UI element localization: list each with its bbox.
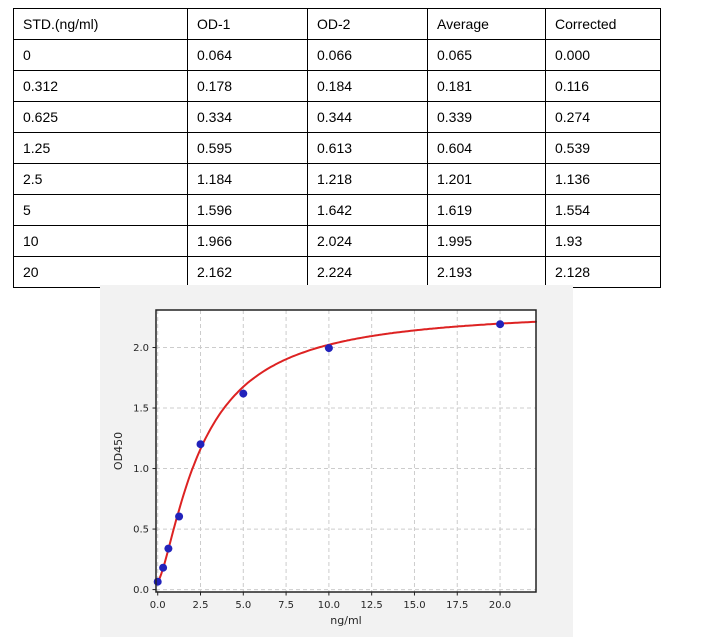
- table-cell: 0.595: [187, 132, 308, 164]
- table-cell: 1.596: [187, 194, 308, 226]
- table-cell: 0.184: [307, 70, 428, 102]
- x-tick-label: 7.5: [278, 600, 294, 611]
- column-header: Corrected: [545, 8, 661, 40]
- y-tick-label: 0.5: [133, 525, 149, 536]
- table-cell: 20: [13, 256, 188, 288]
- table-cell: 0.116: [545, 70, 661, 102]
- table-cell: 0.000: [545, 39, 661, 71]
- table-cell: 1.201: [427, 163, 546, 195]
- table-cell: 1.619: [427, 194, 546, 226]
- table-cell: 0.339: [427, 101, 546, 133]
- x-tick-label: 0.0: [150, 600, 166, 611]
- table-cell: 1.184: [187, 163, 308, 195]
- x-tick-label: 12.5: [361, 600, 383, 611]
- table-cell: 1.966: [187, 225, 308, 257]
- data-point: [153, 577, 162, 586]
- table-row: 10 1.966 2.024 1.995 1.93: [13, 225, 661, 257]
- table-cell: 5: [13, 194, 188, 226]
- x-tick-label: 15.0: [403, 600, 425, 611]
- table-cell: 2.224: [307, 256, 428, 288]
- table-row: 20 2.162 2.224 2.193 2.128: [13, 256, 661, 288]
- y-tick-label: 1.5: [133, 404, 149, 415]
- table-cell: 0: [13, 39, 188, 71]
- data-point: [159, 563, 168, 572]
- table-cell: 2.162: [187, 256, 308, 288]
- data-point: [164, 544, 173, 553]
- x-tick-label: 10.0: [318, 600, 340, 611]
- fit-curve: [156, 320, 537, 583]
- table-cell: 0.625: [13, 101, 188, 133]
- x-tick-label: 2.5: [193, 600, 209, 611]
- table-cell: 10: [13, 225, 188, 257]
- standard-curve-figure: 0.0 2.5 5.0 7.5 10.0 12.5 15.0 17.5 20.0 0.0 0.5 1.…: [100, 285, 573, 637]
- column-header: STD.(ng/ml): [13, 8, 188, 40]
- table-cell: 0.178: [187, 70, 308, 102]
- table-cell: 0.334: [187, 101, 308, 133]
- table-cell: 1.93: [545, 225, 661, 257]
- y-tick-label: 2.0: [133, 343, 149, 354]
- column-header: OD-2: [307, 8, 428, 40]
- plot-area: [156, 310, 536, 592]
- x-tick-label: 5.0: [235, 600, 251, 611]
- table-header: STD.(ng/ml) OD-1 OD-2 Average Corrected: [13, 8, 661, 40]
- table-cell: 2.193: [427, 256, 546, 288]
- standard-curve-chart: 0.0 2.5 5.0 7.5 10.0 12.5 15.0 17.5 20.0 0.0 0.5 1.…: [112, 309, 537, 627]
- table-cell: 0.064: [187, 39, 308, 71]
- table-cell: 1.25: [13, 132, 188, 164]
- table-cell: 2.024: [307, 225, 428, 257]
- data-point: [196, 440, 205, 449]
- data-point: [175, 512, 184, 521]
- table-body: 0 0.064 0.066 0.065 0.000 0.312 0.178 0.184 0.18…: [13, 39, 661, 288]
- table-cell: 1.995: [427, 225, 546, 257]
- table-row: 2.5 1.184 1.218 1.201 1.136: [13, 163, 661, 195]
- y-axis-label: OD450: [112, 432, 125, 470]
- table-cell: 0.344: [307, 101, 428, 133]
- column-header: Average: [427, 8, 546, 40]
- table-cell: 0.181: [427, 70, 546, 102]
- column-header: OD-1: [187, 8, 308, 40]
- table-cell: 2.5: [13, 163, 188, 195]
- y-tick-label: 1.0: [133, 464, 149, 475]
- table-header-row: STD.(ng/ml) OD-1 OD-2 Average Corrected: [13, 8, 661, 40]
- x-tick-label: 17.5: [446, 600, 468, 611]
- data-point: [324, 344, 333, 353]
- table-cell: 1.218: [307, 163, 428, 195]
- table-cell: 0.613: [307, 132, 428, 164]
- table-cell: 0.066: [307, 39, 428, 71]
- table-row: 0 0.064 0.066 0.065 0.000: [13, 39, 661, 71]
- x-tick-label: 20.0: [489, 600, 511, 611]
- table-cell: 0.065: [427, 39, 546, 71]
- table-row: 5 1.596 1.642 1.619 1.554: [13, 194, 661, 226]
- table-cell: 0.604: [427, 132, 546, 164]
- table-cell: 1.642: [307, 194, 428, 226]
- standard-table: STD.(ng/ml) OD-1 OD-2 Average Corrected 0 0.0…: [13, 8, 661, 288]
- table-cell: 1.554: [545, 194, 661, 226]
- table-row: 1.25 0.595 0.613 0.604 0.539: [13, 132, 661, 164]
- table-row: 0.625 0.334 0.344 0.339 0.274: [13, 101, 661, 133]
- table-row: 0.312 0.178 0.184 0.181 0.116: [13, 70, 661, 102]
- table-cell: 2.128: [545, 256, 661, 288]
- x-axis-label: ng/ml: [330, 614, 361, 627]
- table-cell: 0.312: [13, 70, 188, 102]
- y-tick-label: 0.0: [133, 585, 149, 596]
- table-cell: 1.136: [545, 163, 661, 195]
- data-point: [239, 389, 248, 398]
- table-cell: 0.539: [545, 132, 661, 164]
- plot-border: [155, 309, 537, 593]
- table-cell: 0.274: [545, 101, 661, 133]
- data-point: [496, 320, 505, 329]
